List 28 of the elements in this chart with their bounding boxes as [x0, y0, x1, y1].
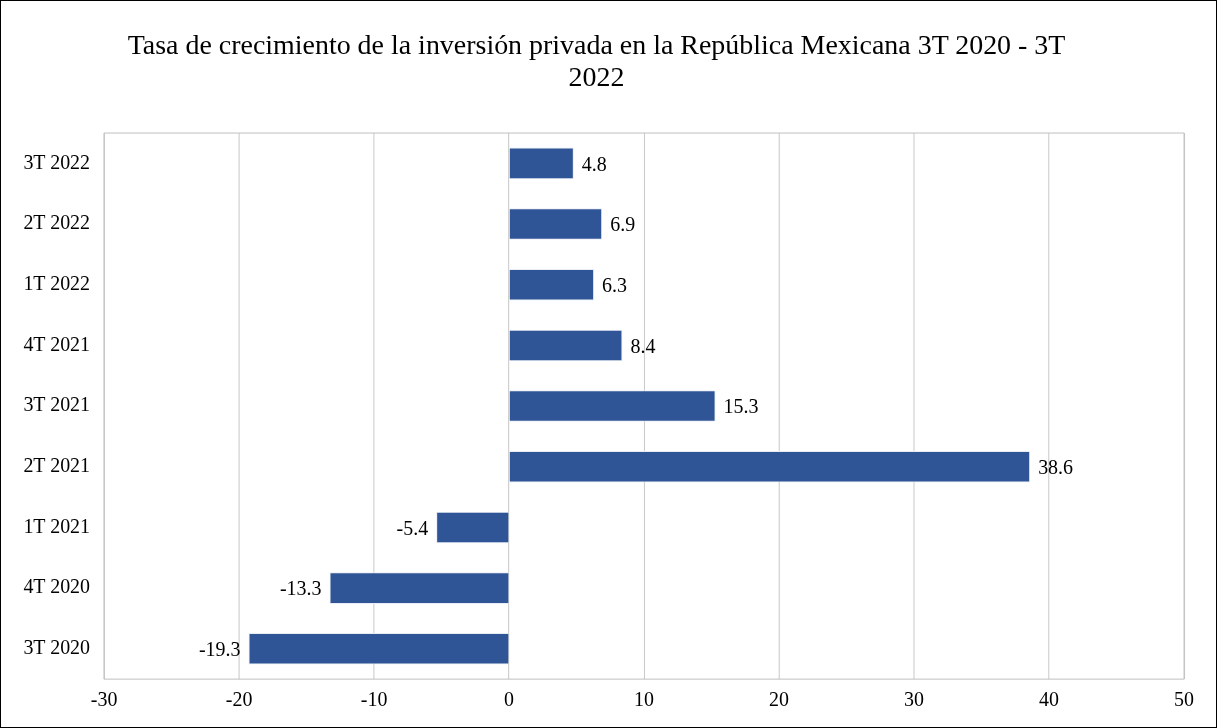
y-tick-label: 3T 2022	[23, 150, 91, 173]
data-label: 38.6	[1038, 456, 1074, 478]
y-tick-label: 4T 2020	[23, 575, 91, 598]
data-label: 6.3	[602, 273, 628, 296]
y-tick-label: 2T 2022	[23, 211, 91, 234]
x-tick-label: 30	[904, 688, 925, 711]
x-tick-label: 0	[504, 688, 515, 711]
y-tick-label: 1T 2022	[23, 271, 91, 294]
x-tick-label: -20	[225, 688, 253, 711]
data-label: -19.3	[198, 638, 241, 661]
y-tick-label: 3T 2020	[23, 636, 91, 659]
x-tick-label: -30	[90, 688, 118, 711]
data-label: 6.9	[610, 213, 636, 236]
y-tick-label: 4T 2021	[23, 332, 91, 355]
x-tick-label: -10	[360, 688, 388, 711]
chart-title: Tasa de crecimiento de la inversión privada en la República Mexicana 3T 2020 - 3T 2022	[127, 29, 1066, 93]
y-tick-label: 1T 2021	[23, 514, 91, 537]
y-tick-label: 3T 2021	[23, 393, 91, 416]
data-label: 15.3	[723, 395, 759, 418]
x-tick-label: 20	[769, 688, 790, 711]
x-tick-label: 50	[1174, 688, 1195, 711]
x-tick-label: 40	[1039, 688, 1060, 711]
data-label: -13.3	[279, 577, 322, 600]
x-tick-label: 10	[634, 688, 655, 711]
data-label: 8.4	[630, 334, 656, 357]
data-label: 4.8	[581, 152, 607, 175]
y-tick-label: 2T 2021	[23, 454, 91, 476]
data-label: -5.4	[396, 516, 429, 539]
